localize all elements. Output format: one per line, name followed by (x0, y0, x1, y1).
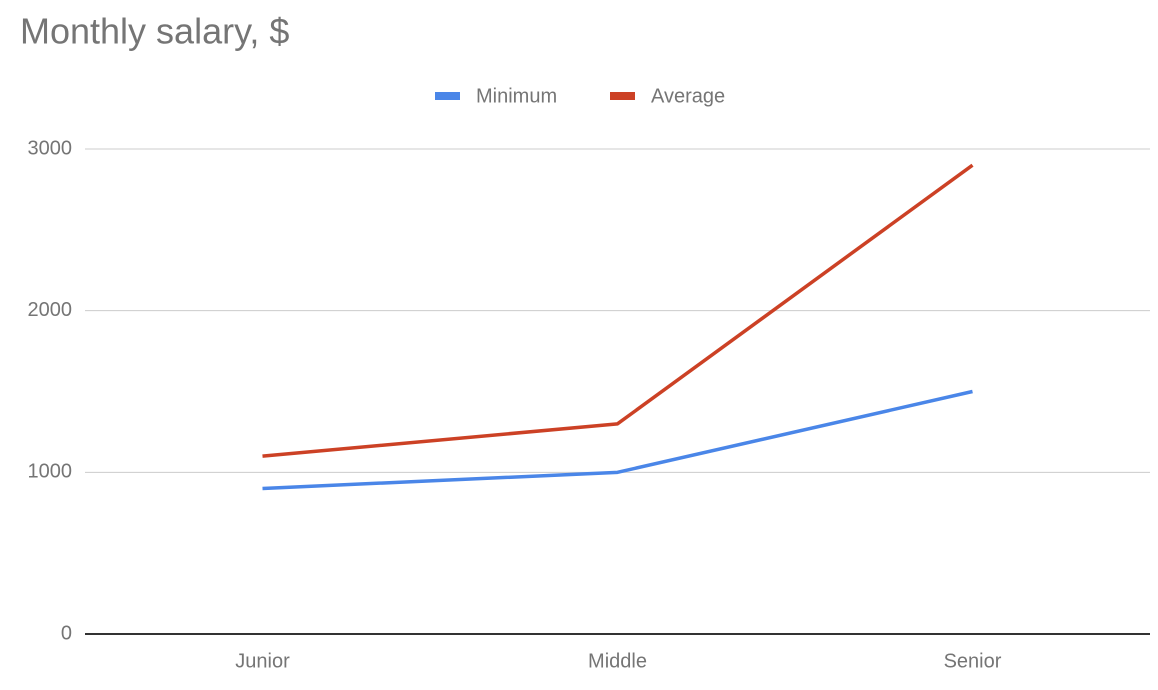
legend-label: Average (651, 85, 725, 107)
series-line (262, 389, 973, 491)
legend-swatch (435, 92, 460, 100)
chart-title: Monthly salary, $ (20, 11, 289, 52)
y-tick-label: 0 (61, 622, 72, 644)
y-tick-label: 2000 (28, 299, 73, 321)
legend-label: Minimum (476, 85, 557, 107)
y-tick-label: 1000 (28, 461, 73, 483)
x-tick-label: Junior (235, 650, 290, 672)
x-tick-label: Senior (944, 650, 1002, 672)
series-line (262, 163, 974, 458)
legend-swatch (610, 92, 635, 100)
y-tick-label: 3000 (28, 137, 73, 159)
x-tick-label: Middle (588, 650, 647, 672)
